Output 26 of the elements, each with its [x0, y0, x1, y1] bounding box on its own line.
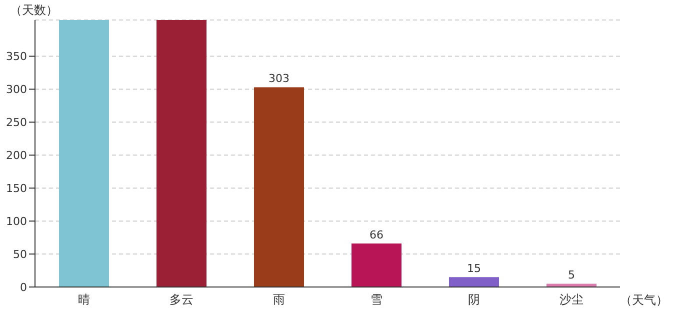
- y-axis-title: （天数）: [10, 2, 58, 19]
- y-tick-label: 100: [6, 214, 27, 228]
- x-tick-label: 多云: [169, 292, 194, 307]
- bar: [546, 284, 596, 287]
- x-tick-label: 阴: [468, 292, 480, 307]
- x-tick-label: 晴: [78, 292, 90, 307]
- y-tick-label: 250: [6, 116, 27, 130]
- x-tick-label: 沙尘: [559, 292, 584, 307]
- bar: [449, 277, 499, 287]
- bar: [352, 243, 402, 287]
- data-label: 5: [568, 268, 575, 282]
- y-tick-label: 350: [6, 50, 27, 64]
- y-tick-label: 50: [13, 248, 27, 261]
- y-tick-label: 300: [6, 83, 27, 96]
- x-tick-label: 雨: [272, 292, 285, 307]
- y-tick-label: 0: [20, 280, 27, 294]
- data-label: 303: [268, 72, 290, 86]
- bar: [59, 20, 109, 287]
- y-tick-label: 150: [6, 182, 27, 196]
- data-label: 15: [467, 262, 481, 276]
- bar: [254, 87, 304, 287]
- x-tick-label: 雪: [370, 292, 382, 307]
- data-label: 66: [370, 228, 384, 242]
- x-axis-title: （天气）: [620, 292, 668, 309]
- y-tick-label: 200: [6, 149, 27, 162]
- bar: [156, 20, 206, 287]
